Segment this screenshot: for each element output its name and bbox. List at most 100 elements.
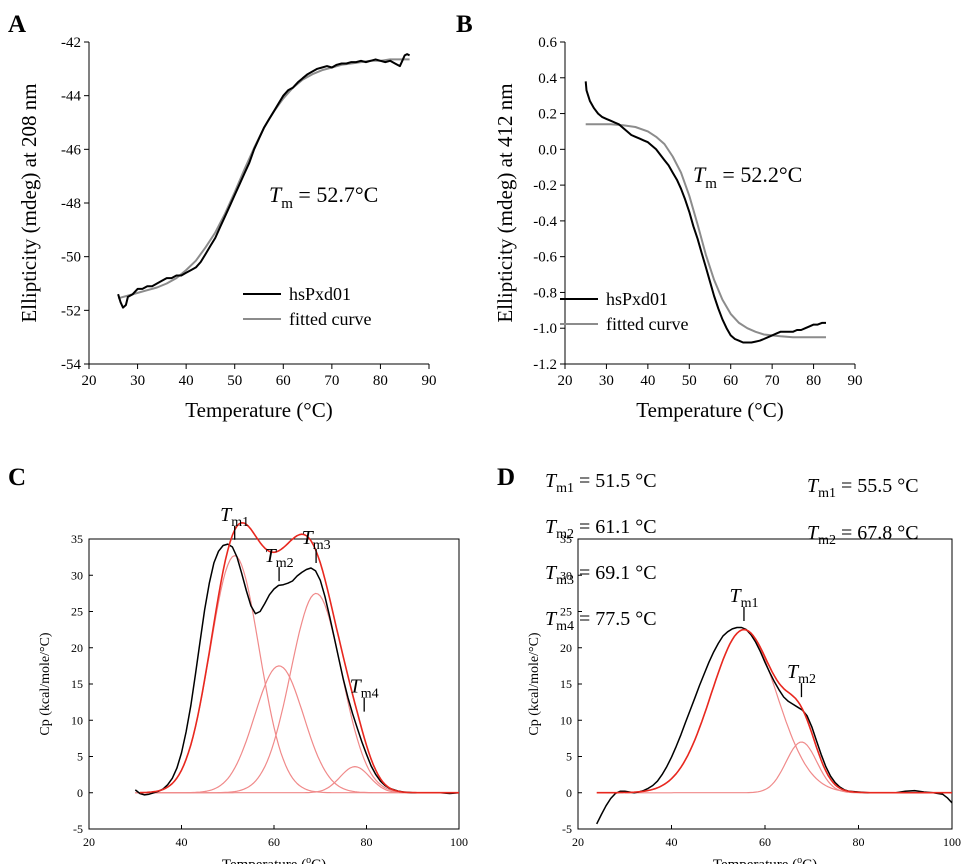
y-tick-label: 30 — [560, 568, 572, 582]
panel-b: B 20 30 40 50 60 70 80 90 -1.2 -1.0 -0.8 -0.6 -0.4 -0.… — [456, 11, 863, 422]
y-tick-label: 25 — [71, 605, 83, 619]
peak-label: Tm3 — [302, 527, 331, 553]
panel-label: C — [8, 464, 26, 491]
peak-subscript: m3 — [313, 538, 331, 553]
peak-marker-m3: Tm3 — [302, 527, 331, 563]
panel-label: B — [456, 11, 473, 38]
peak-label: Tm1 — [729, 585, 758, 611]
x-axis-label-end: C) — [802, 857, 817, 864]
peak-marker-m1: Tm1 — [729, 585, 758, 621]
y-tick-label: 25 — [560, 605, 572, 619]
tm-subscript: m1 — [818, 486, 836, 501]
tm-text: = 51.5 °C — [574, 470, 657, 492]
tm-symbol: T — [269, 182, 283, 207]
panel-a: A 20 30 40 50 60 70 80 90 -54 -52 -50 -48 -46 -44 -42 Te… — [8, 11, 437, 422]
component-peak-4 — [135, 766, 459, 794]
tm-symbol: T — [693, 162, 707, 187]
legend-label-fit: fitted curve — [606, 314, 688, 334]
y-axis-label: Cp (kcal/mole/°C) — [38, 632, 53, 736]
y-tick-label: 0 — [77, 786, 83, 800]
y-tick-label: -1.0 — [533, 321, 557, 337]
x-axis-label: Temperature (oC) — [222, 855, 326, 864]
panel-label: A — [8, 11, 26, 38]
component-peak-1 — [135, 555, 459, 794]
peak-symbol: T — [787, 661, 800, 683]
tm-subscript: m4 — [556, 619, 574, 634]
y-axis-label: Ellipticity (mdeg) at 412 nm — [493, 83, 517, 322]
tm-subscript: m2 — [818, 533, 836, 548]
y-tick-label: -46 — [61, 142, 81, 158]
tm-symbol: T — [545, 516, 558, 538]
x-tick-label: 40 — [666, 835, 678, 849]
peak-marker-m2: Tm2 — [787, 661, 816, 698]
peak-marker-m1: Tm1 — [220, 504, 249, 540]
component-peak-1 — [624, 629, 952, 794]
y-tick-label: -0.4 — [533, 214, 557, 230]
tm-symbol: T — [545, 608, 558, 630]
x-axis-label-main: Temperature ( — [222, 857, 306, 864]
y-tick-label: -5 — [73, 822, 83, 836]
x-tick-label: 80 — [853, 835, 865, 849]
peak-symbol: T — [729, 585, 742, 607]
tm-value-1: Tm1 = 51.5 °C — [545, 470, 657, 496]
experimental-trace — [596, 626, 953, 825]
plot-frame — [88, 538, 460, 830]
x-tick-label: 20 — [572, 835, 584, 849]
y-tick-label: 35 — [71, 532, 83, 546]
tm-symbol: T — [545, 470, 558, 492]
peak-subscript: m2 — [798, 672, 816, 687]
fitted-sum-line — [596, 628, 952, 794]
x-tick-label: 80 — [373, 373, 388, 389]
y-tick-label: 10 — [71, 713, 83, 727]
y-tick-label: 0.4 — [538, 71, 557, 87]
y-tick-label: 0 — [566, 786, 572, 800]
peak-label: Tm1 — [220, 504, 249, 530]
legend: hsPxd01 fitted curve — [243, 284, 371, 329]
peak-subscript: m4 — [361, 687, 379, 702]
x-tick-label: 80 — [806, 373, 821, 389]
y-tick-label: 20 — [71, 641, 83, 655]
y-axis-label: Cp (kcal/mole/°C) — [527, 632, 542, 736]
peak-subscript: m1 — [231, 515, 249, 530]
fitted-curve-line — [117, 58, 410, 300]
tm-subscript: m — [281, 196, 293, 212]
tm-subscript: m3 — [556, 573, 574, 588]
tm-value-2: Tm2 = 67.8 °C — [807, 522, 919, 548]
legend: hsPxd01 fitted curve — [560, 289, 688, 334]
x-tick-label: 50 — [227, 373, 242, 389]
x-axis-label-degree: o — [797, 855, 802, 864]
x-tick-label: 30 — [599, 373, 614, 389]
y-tick-label: -44 — [61, 89, 81, 105]
y-tick-label: 0.6 — [538, 35, 557, 51]
x-axis-label: Temperature (°C) — [636, 398, 783, 422]
panel-c: C20406080100-505101520253035Temperature … — [8, 464, 657, 864]
x-axis-label: Temperature (°C) — [185, 398, 332, 422]
x-tick-label: 60 — [268, 835, 280, 849]
x-tick-label: 70 — [765, 373, 780, 389]
x-tick-label: 100 — [943, 835, 961, 849]
y-tick-label: 20 — [560, 641, 572, 655]
component-peak-3 — [135, 592, 459, 794]
y-tick-label: -0.8 — [533, 285, 557, 301]
x-axis-label-main: Temperature ( — [713, 857, 797, 864]
peak-label: Tm4 — [350, 676, 379, 702]
x-tick-label: 100 — [450, 835, 468, 849]
y-tick-label: 35 — [560, 532, 572, 546]
x-axis-label-degree: o — [306, 855, 311, 864]
x-tick-label: 70 — [324, 373, 339, 389]
tm-value-1: Tm1 = 55.5 °C — [807, 475, 919, 501]
y-tick-label: 5 — [566, 750, 572, 764]
y-tick-label: -0.2 — [533, 178, 557, 194]
peak-symbol: T — [350, 676, 363, 698]
x-tick-label: 90 — [848, 373, 863, 389]
x-tick-label: 60 — [723, 373, 738, 389]
panel-d: D 20 40 60 80 100 -5 0 5 10 15 20 25 30 35 Temperature … — [497, 464, 961, 864]
peak-symbol: T — [302, 527, 315, 549]
x-tick-label: 80 — [361, 835, 373, 849]
panel-label: D — [497, 464, 515, 491]
fitted-curve-line — [585, 123, 826, 339]
y-tick-label: -5 — [562, 822, 572, 836]
tm-value-2: Tm2 = 61.1 °C — [545, 516, 657, 542]
y-tick-label: 30 — [71, 568, 83, 582]
